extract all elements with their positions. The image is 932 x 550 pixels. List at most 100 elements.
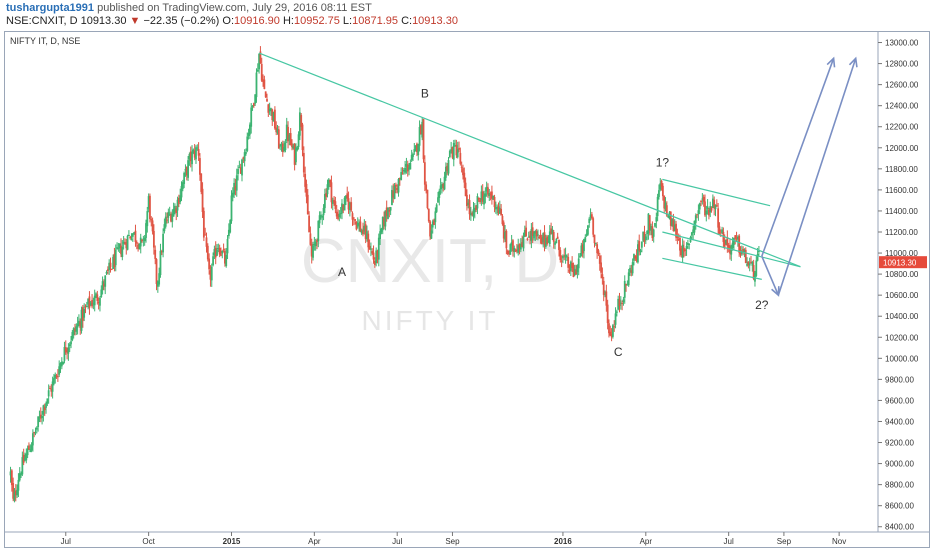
- candle-body: [359, 221, 362, 232]
- candle-body: [593, 234, 596, 244]
- price-axis[interactable]: 13000.00 12800.00 12600.00 12400.00 12200.00…: [878, 39, 919, 532]
- candle-body: [530, 229, 533, 241]
- candle-body: [388, 210, 391, 212]
- candle-body: [355, 221, 358, 230]
- candle-body: [217, 248, 220, 250]
- arrowhead-icon: [826, 56, 836, 68]
- candle-body: [92, 303, 95, 305]
- candle-body: [206, 245, 209, 260]
- candle-body: [247, 133, 250, 136]
- candle-body: [189, 151, 192, 162]
- price-tick-label: 13000.00: [885, 39, 919, 48]
- candle-body: [46, 398, 49, 404]
- candle-body: [214, 247, 217, 258]
- candle-body: [750, 261, 752, 264]
- candle-body: [106, 269, 109, 271]
- candle-body: [631, 262, 634, 274]
- candle-body: [158, 273, 161, 285]
- low-label: L:: [342, 15, 353, 27]
- candle-body: [629, 267, 631, 273]
- candle-body: [633, 254, 635, 261]
- chart-header: tushargupta1991 published on TradingView…: [0, 0, 932, 30]
- candle-body: [542, 232, 545, 243]
- time-axis[interactable]: Jul Oct 2015 Apr Jul Sep 2016 Apr Jul Sep Nov: [61, 532, 847, 546]
- candle-body: [608, 323, 610, 334]
- candle-body: [313, 244, 316, 246]
- candle-body: [604, 294, 606, 296]
- candle-body: [675, 223, 677, 238]
- candle-body: [460, 166, 463, 168]
- candle-body: [120, 245, 122, 255]
- candle-body: [547, 241, 550, 243]
- time-tick-label: 2016: [554, 537, 572, 546]
- candle-body: [280, 143, 283, 147]
- candle-body: [310, 243, 313, 257]
- candle-body: [447, 160, 450, 174]
- trendline: [662, 257, 762, 280]
- candle-body: [238, 167, 241, 169]
- candle-body: [68, 344, 71, 346]
- candle-body: [497, 206, 500, 214]
- candle-body: [322, 207, 325, 216]
- candle-body: [125, 242, 128, 249]
- candle-body: [301, 124, 304, 151]
- candle-body: [406, 164, 409, 172]
- candle-body: [72, 328, 75, 335]
- candle-body: [56, 376, 59, 378]
- candle-body: [387, 207, 389, 219]
- candle-body: [267, 104, 270, 113]
- candle-body: [738, 235, 741, 253]
- candle-body: [444, 166, 447, 178]
- candle-body: [64, 347, 67, 353]
- candle-body: [435, 204, 438, 212]
- time-tick-label: 2015: [223, 537, 241, 546]
- candle-body: [473, 207, 476, 213]
- candle-body: [168, 213, 171, 215]
- candle-body: [176, 199, 179, 211]
- candle-body: [39, 414, 42, 419]
- candle-body: [118, 243, 121, 249]
- candle-body: [373, 260, 376, 265]
- candle-body: [306, 194, 309, 215]
- candle-body: [93, 295, 96, 306]
- candle-body: [731, 242, 734, 249]
- candle-body: [562, 255, 564, 259]
- candle-body: [197, 149, 200, 156]
- candle-body: [281, 143, 284, 152]
- candle-body: [331, 200, 334, 204]
- candle-body: [227, 229, 230, 237]
- candle-body: [706, 206, 709, 209]
- price-tick-label: 12400.00: [885, 102, 919, 111]
- candle-body: [442, 183, 445, 189]
- candle-body: [342, 204, 345, 211]
- candle-body: [626, 284, 629, 286]
- candle-body: [350, 202, 353, 211]
- candle-body: [430, 230, 433, 239]
- candle-body: [656, 196, 659, 217]
- candle-body: [79, 321, 82, 328]
- candle-body: [85, 306, 88, 308]
- candle-body: [226, 239, 229, 254]
- candle-body: [295, 147, 297, 163]
- candle-body: [396, 187, 399, 191]
- candle-body: [410, 154, 413, 161]
- watermark-name: NIFTY IT: [361, 305, 498, 336]
- candle-body: [393, 185, 396, 199]
- candle-body: [131, 233, 134, 237]
- candle-body: [110, 268, 113, 270]
- candle-body: [484, 193, 487, 197]
- time-tick-label: Apr: [640, 537, 653, 546]
- candle-body: [175, 208, 178, 213]
- candle-body: [163, 224, 166, 232]
- candle-body: [243, 152, 246, 162]
- candle-body: [475, 205, 478, 210]
- candle-body: [368, 245, 371, 250]
- candle-body: [639, 250, 642, 253]
- candle-body: [544, 238, 547, 247]
- candle-body: [696, 214, 698, 216]
- candle-body: [258, 53, 261, 70]
- candle-body: [568, 270, 571, 272]
- publisher-username[interactable]: tushargupta1991: [6, 2, 95, 14]
- candle-body: [260, 63, 263, 81]
